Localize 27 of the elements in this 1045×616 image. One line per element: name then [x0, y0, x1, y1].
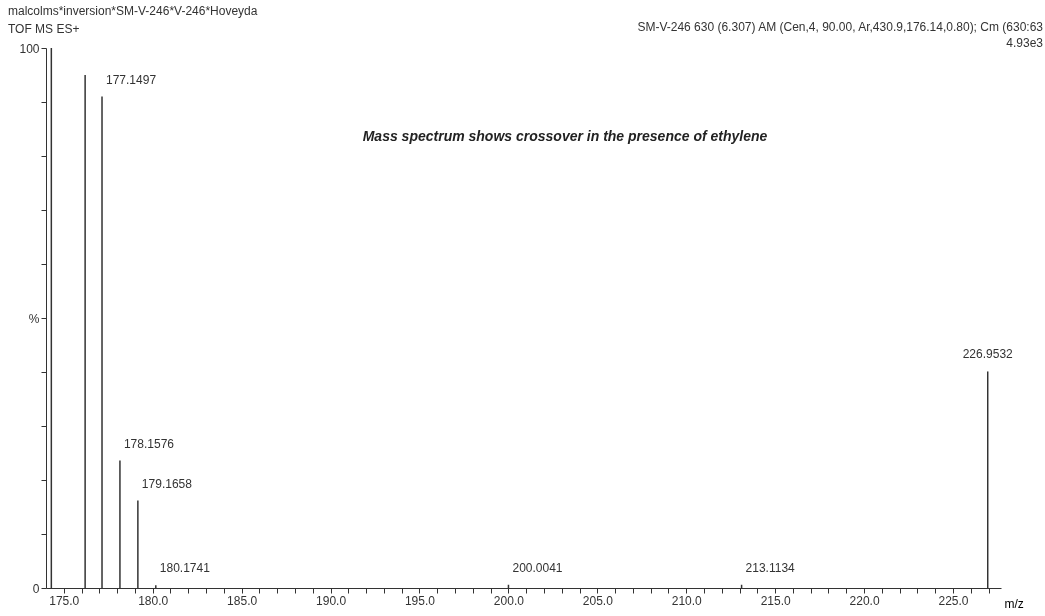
annotation: 200.0041	[512, 560, 563, 575]
annotation: 213.1134	[745, 560, 796, 575]
x-axis-title: m/z	[1004, 596, 1024, 611]
x-tick-label: 225.0	[938, 593, 969, 608]
x-tick-label: 175.0	[49, 593, 80, 608]
text: TOF MS ES+	[8, 22, 80, 36]
y-tick-label: 100	[19, 41, 40, 56]
annotation: 180.1741	[159, 561, 211, 576]
text: SM-V-246 630 (6.307) AM (Cen,4, 90.00, Ar,430.9,176.14,0.80); Cm (630:63	[637, 20, 1043, 34]
text: malcolms*inversion*SM-V-246*V-246*Hoveyda	[8, 4, 258, 18]
x-tick-label: 190.0	[316, 593, 347, 608]
x-tick-label: 215.0	[760, 593, 791, 608]
x-tick-label: 200.0	[493, 593, 525, 608]
annotation: 178.1576	[123, 436, 175, 451]
x-tick-label: 195.0	[404, 593, 436, 608]
text: Mass spectrum shows crossover in the presence of ethylene	[361, 128, 769, 144]
text: 4.93e3	[1006, 36, 1043, 50]
annotation: 177.1497	[106, 72, 157, 87]
x-tick-label: 220.0	[849, 593, 880, 608]
x-tick-label: 185.0	[227, 593, 258, 608]
y-tick-label: %	[28, 311, 40, 326]
annotation: 226.9532	[962, 347, 1014, 362]
x-tick-label: 205.0	[582, 593, 614, 608]
y-tick-label: 0	[32, 581, 40, 596]
x-tick-label: 180.0	[138, 593, 169, 608]
x-tick-label: 210.0	[671, 593, 703, 608]
annotation: 179.1658	[141, 476, 193, 491]
